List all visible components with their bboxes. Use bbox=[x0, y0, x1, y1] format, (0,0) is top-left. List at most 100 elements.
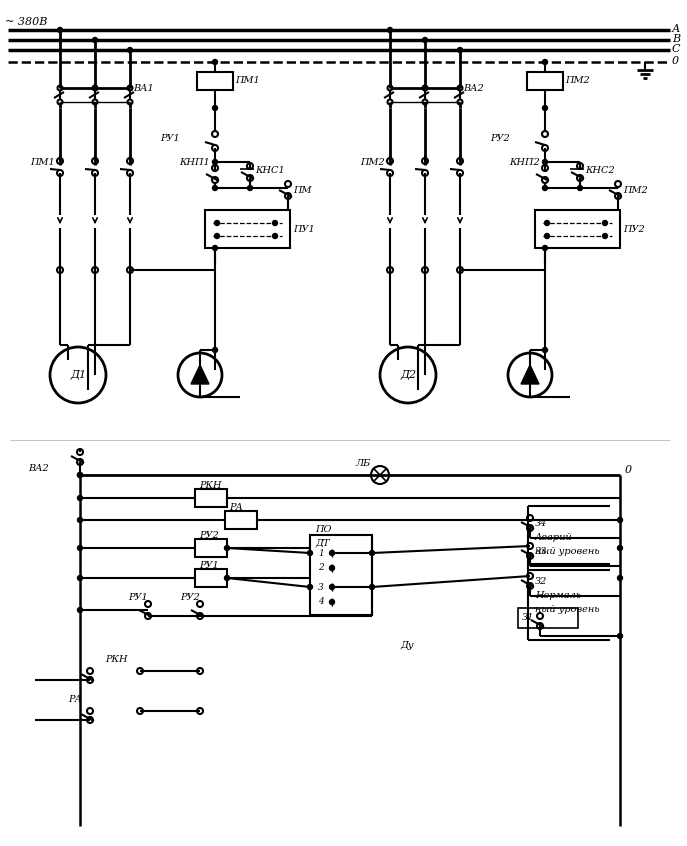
Text: З1: З1 bbox=[522, 613, 534, 623]
Circle shape bbox=[58, 28, 63, 32]
Text: 2: 2 bbox=[318, 563, 324, 573]
Circle shape bbox=[212, 160, 218, 164]
Circle shape bbox=[370, 585, 374, 590]
Circle shape bbox=[330, 565, 335, 570]
Text: КНС2: КНС2 bbox=[585, 166, 615, 174]
Circle shape bbox=[543, 59, 548, 64]
Text: ПМ: ПМ bbox=[293, 185, 311, 195]
Text: РА: РА bbox=[229, 503, 243, 512]
Circle shape bbox=[128, 47, 133, 52]
Text: ный уровень: ный уровень bbox=[535, 606, 600, 614]
Text: ПУ2: ПУ2 bbox=[623, 224, 645, 233]
Circle shape bbox=[618, 518, 622, 523]
Text: ПМ1: ПМ1 bbox=[235, 75, 260, 85]
Circle shape bbox=[78, 546, 82, 551]
Text: З2: З2 bbox=[535, 576, 548, 585]
Bar bbox=[195, 489, 227, 507]
Circle shape bbox=[78, 575, 82, 580]
Circle shape bbox=[78, 473, 82, 477]
Text: 1: 1 bbox=[318, 548, 324, 558]
Circle shape bbox=[618, 575, 622, 580]
Circle shape bbox=[543, 106, 548, 111]
Circle shape bbox=[212, 348, 218, 353]
Circle shape bbox=[225, 575, 229, 580]
Circle shape bbox=[78, 607, 82, 613]
Circle shape bbox=[602, 233, 607, 239]
Text: РКН: РКН bbox=[105, 656, 128, 664]
Circle shape bbox=[423, 37, 427, 42]
Circle shape bbox=[225, 546, 229, 551]
Text: КНС1: КНС1 bbox=[255, 166, 284, 174]
Circle shape bbox=[387, 28, 392, 32]
Bar bbox=[535, 210, 620, 248]
Text: РУ2: РУ2 bbox=[180, 594, 200, 602]
Text: 3: 3 bbox=[318, 583, 324, 591]
Circle shape bbox=[618, 546, 622, 551]
Text: С: С bbox=[672, 44, 681, 54]
Circle shape bbox=[78, 473, 82, 477]
Bar bbox=[518, 608, 578, 628]
Circle shape bbox=[93, 37, 98, 42]
Text: ~ 380В: ~ 380В bbox=[5, 17, 47, 27]
Text: ный уровень: ный уровень bbox=[535, 547, 600, 557]
Text: 0: 0 bbox=[625, 465, 632, 475]
Circle shape bbox=[602, 221, 607, 226]
Circle shape bbox=[212, 245, 218, 250]
Circle shape bbox=[78, 518, 82, 523]
Circle shape bbox=[78, 496, 82, 501]
Bar bbox=[205, 210, 290, 248]
Text: КНП2: КНП2 bbox=[509, 157, 540, 167]
Text: РКН: РКН bbox=[199, 481, 221, 490]
Text: РУ2: РУ2 bbox=[199, 530, 218, 540]
Circle shape bbox=[247, 185, 253, 190]
Circle shape bbox=[330, 585, 335, 590]
Text: В: В bbox=[672, 34, 680, 44]
Circle shape bbox=[212, 185, 218, 190]
Circle shape bbox=[543, 160, 548, 164]
Text: ПМ2: ПМ2 bbox=[623, 185, 648, 195]
Circle shape bbox=[214, 233, 220, 239]
Text: ВА1: ВА1 bbox=[133, 84, 154, 92]
Bar bbox=[310, 535, 372, 615]
Bar bbox=[195, 569, 227, 587]
Circle shape bbox=[273, 233, 278, 239]
Text: З3: З3 bbox=[535, 547, 548, 556]
Text: ПМ2: ПМ2 bbox=[360, 157, 385, 167]
Text: ПМ2: ПМ2 bbox=[565, 75, 589, 85]
Bar bbox=[225, 511, 257, 529]
Circle shape bbox=[370, 551, 374, 556]
Text: Нормаль-: Нормаль- bbox=[535, 591, 585, 601]
Bar bbox=[197, 72, 233, 90]
Circle shape bbox=[330, 600, 335, 605]
Text: КНП1: КНП1 bbox=[179, 157, 210, 167]
Circle shape bbox=[273, 221, 278, 226]
Circle shape bbox=[543, 348, 548, 353]
Polygon shape bbox=[521, 365, 539, 384]
Text: Аварий-: Аварий- bbox=[535, 534, 576, 542]
Circle shape bbox=[578, 185, 583, 190]
Circle shape bbox=[618, 634, 622, 639]
Text: З4: З4 bbox=[535, 519, 548, 528]
Text: ПМ1: ПМ1 bbox=[30, 157, 55, 167]
Text: Ду: Ду bbox=[400, 640, 414, 650]
Text: ПУ1: ПУ1 bbox=[293, 224, 315, 233]
Text: Д1: Д1 bbox=[70, 370, 86, 380]
Bar bbox=[527, 72, 563, 90]
Circle shape bbox=[545, 233, 550, 239]
Circle shape bbox=[330, 551, 335, 556]
Circle shape bbox=[212, 106, 218, 111]
Text: Д2: Д2 bbox=[400, 370, 416, 380]
Text: 0: 0 bbox=[672, 56, 679, 66]
Circle shape bbox=[458, 47, 462, 52]
Circle shape bbox=[212, 59, 218, 64]
Text: ПО: ПО bbox=[315, 525, 332, 535]
Circle shape bbox=[545, 221, 550, 226]
Text: РУ1: РУ1 bbox=[160, 134, 180, 142]
Text: РУ2: РУ2 bbox=[490, 134, 510, 142]
Circle shape bbox=[308, 551, 313, 556]
Text: А: А bbox=[672, 24, 680, 34]
Text: ДТ: ДТ bbox=[315, 539, 329, 547]
Text: РУ1: РУ1 bbox=[199, 561, 218, 569]
Text: ВА2: ВА2 bbox=[28, 464, 49, 473]
Circle shape bbox=[214, 221, 220, 226]
